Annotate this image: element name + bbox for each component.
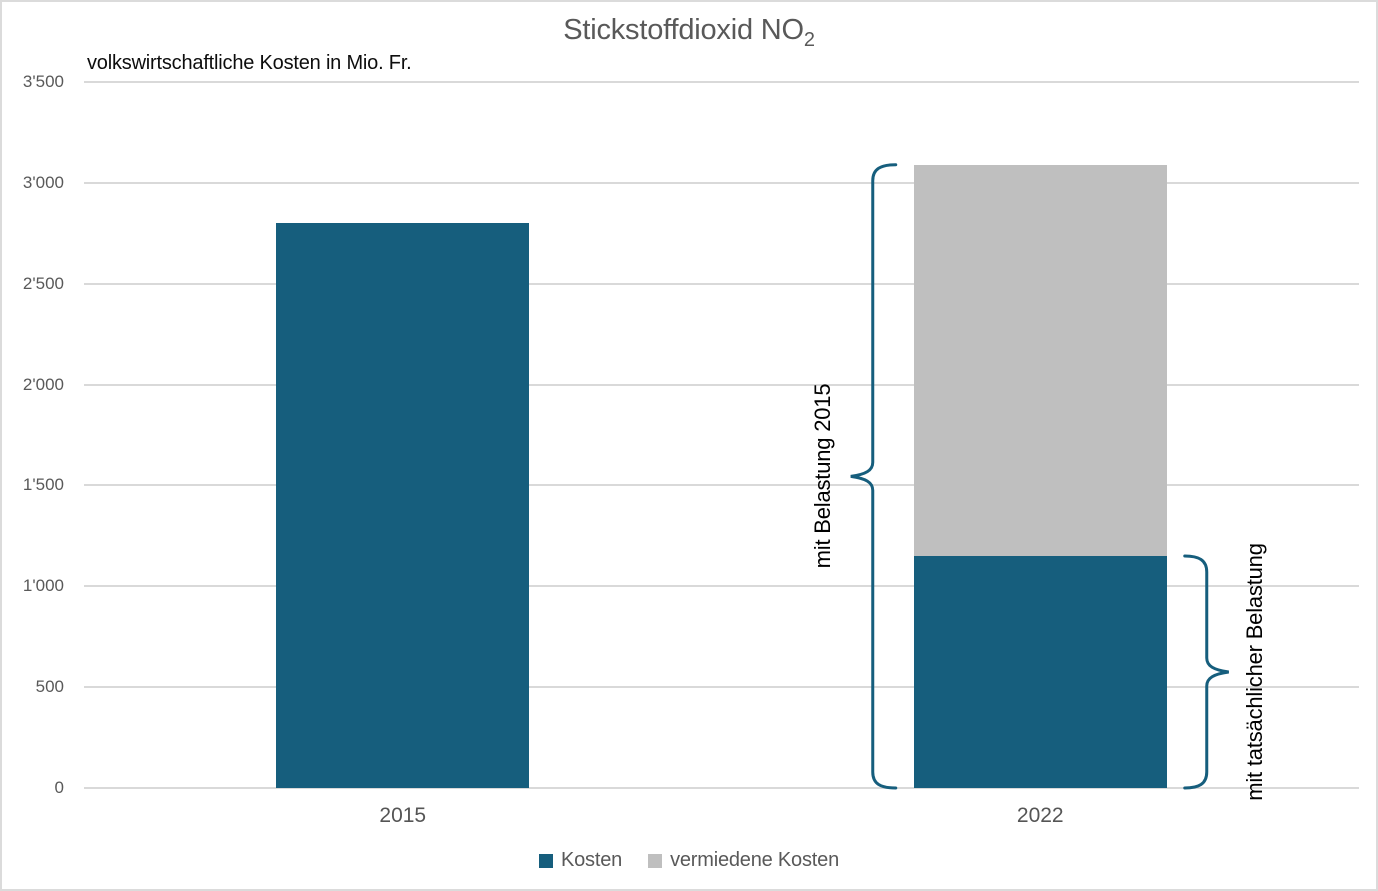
y-gridline — [84, 282, 1359, 285]
y-axis-tick-label: 2'000 — [22, 374, 64, 394]
y-axis-tick-label: 3'000 — [22, 172, 64, 192]
y-axis-tick-label: 500 — [35, 677, 64, 697]
legend: Kosten vermiedene Kosten — [2, 849, 1376, 872]
brace-left — [850, 163, 898, 790]
y-gridline — [84, 787, 1359, 789]
bar-segment-kosten — [913, 556, 1167, 788]
chart-title-text: Stickstoffdioxid NO — [563, 14, 804, 46]
brace-label: mit Belastung 2015 — [809, 383, 835, 569]
legend-swatch — [538, 853, 553, 868]
chart-title-subscript: 2 — [803, 28, 815, 51]
legend-swatch — [648, 853, 663, 868]
bar-segment-kosten — [276, 223, 530, 788]
y-gridline — [84, 181, 1359, 184]
y-axis-tick-label: 3'500 — [22, 72, 64, 91]
y-gridline — [84, 686, 1359, 689]
bar-segment-vermiedene-kosten — [913, 164, 1167, 556]
brace-label: mit tatsächlicher Belastung — [1241, 543, 1267, 801]
brace-right — [1183, 554, 1229, 790]
legend-label: vermiedene Kosten — [670, 849, 839, 871]
y-gridline — [84, 585, 1359, 588]
y-axis-tick-label: 0 — [54, 778, 64, 797]
y-axis-tick-label: 1'000 — [22, 576, 64, 596]
y-axis-tick-label: 1'500 — [22, 475, 64, 495]
legend-item: Kosten — [538, 849, 623, 872]
x-axis-category-label: 2015 — [379, 804, 427, 827]
legend-item: vermiedene Kosten — [648, 849, 839, 872]
y-axis-tick-label: 2'500 — [22, 273, 64, 293]
y-gridline — [84, 383, 1359, 386]
x-axis-category-label: 2022 — [1016, 804, 1064, 827]
y-gridline — [84, 484, 1359, 487]
axis-unit-label: volkswirtschaftliche Kosten in Mio. Fr. — [87, 52, 412, 74]
chart-title: Stickstoffdioxid NO2 — [2, 14, 1376, 52]
legend-label: Kosten — [560, 849, 623, 871]
y-gridline — [84, 81, 1359, 83]
